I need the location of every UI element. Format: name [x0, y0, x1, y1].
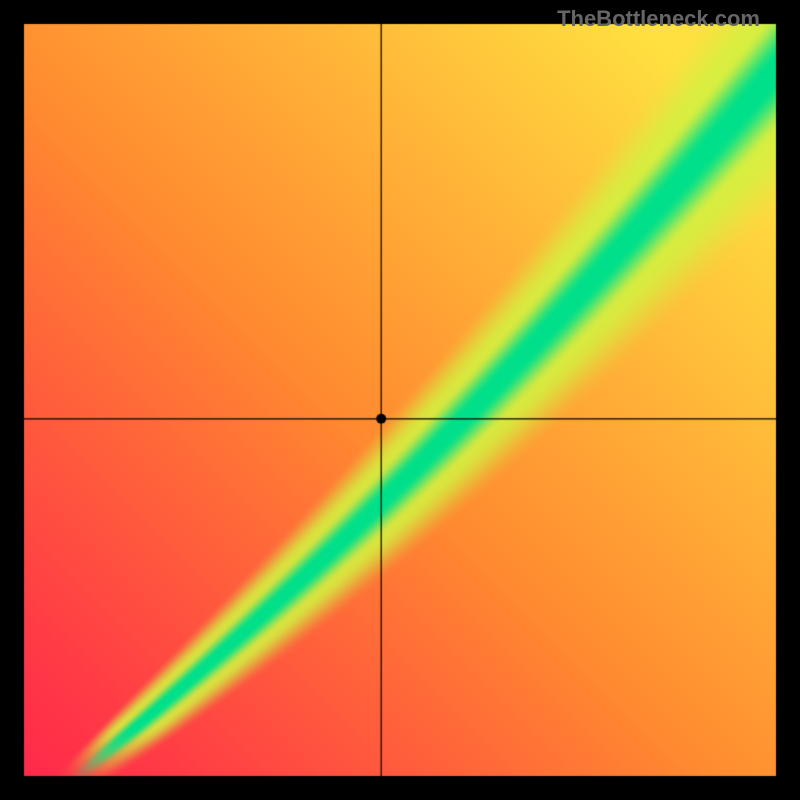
heatmap-canvas [0, 0, 800, 800]
watermark-text: TheBottleneck.com [557, 6, 760, 32]
